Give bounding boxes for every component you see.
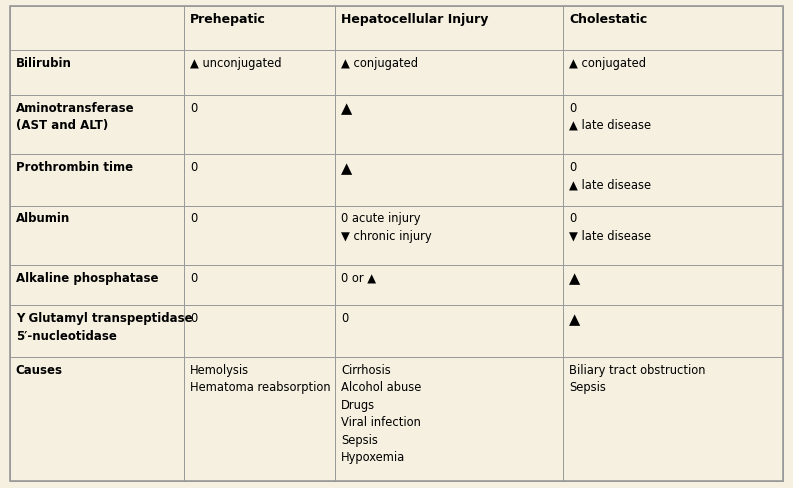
Bar bbox=[335, 96, 563, 155]
Text: 0
▲ late disease: 0 ▲ late disease bbox=[569, 161, 651, 191]
Bar bbox=[335, 51, 563, 96]
Text: 0: 0 bbox=[190, 212, 197, 225]
Bar bbox=[184, 51, 335, 96]
Bar bbox=[563, 357, 783, 481]
Text: Cirrhosis
Alcohol abuse
Drugs
Viral infection
Sepsis
Hypoxemia: Cirrhosis Alcohol abuse Drugs Viral infe… bbox=[341, 363, 421, 463]
Bar bbox=[184, 7, 335, 51]
Text: Hepatocellular Injury: Hepatocellular Injury bbox=[341, 13, 488, 26]
Text: ▲: ▲ bbox=[341, 161, 352, 175]
Bar bbox=[563, 51, 783, 96]
Bar bbox=[10, 51, 184, 96]
Text: 0: 0 bbox=[190, 311, 197, 325]
Bar bbox=[335, 305, 563, 357]
Bar bbox=[10, 265, 184, 305]
Text: 0: 0 bbox=[190, 102, 197, 114]
Bar bbox=[563, 265, 783, 305]
Bar bbox=[335, 155, 563, 206]
Text: Biliary tract obstruction
Sepsis: Biliary tract obstruction Sepsis bbox=[569, 363, 706, 393]
Bar bbox=[10, 305, 184, 357]
Text: 0 or ▲: 0 or ▲ bbox=[341, 271, 376, 284]
Bar bbox=[563, 155, 783, 206]
Bar bbox=[335, 265, 563, 305]
Bar bbox=[184, 96, 335, 155]
Bar bbox=[563, 7, 783, 51]
Text: ▲: ▲ bbox=[569, 311, 580, 326]
Text: Prothrombin time: Prothrombin time bbox=[16, 161, 133, 173]
Bar bbox=[184, 357, 335, 481]
Text: ▲ unconjugated: ▲ unconjugated bbox=[190, 57, 282, 70]
Text: ▲ conjugated: ▲ conjugated bbox=[569, 57, 646, 70]
Text: Bilirubin: Bilirubin bbox=[16, 57, 71, 70]
Bar bbox=[563, 305, 783, 357]
Bar bbox=[10, 155, 184, 206]
Bar bbox=[335, 357, 563, 481]
Text: Aminotransferase
(AST and ALT): Aminotransferase (AST and ALT) bbox=[16, 102, 135, 132]
Text: Prehepatic: Prehepatic bbox=[190, 13, 266, 26]
Bar bbox=[10, 206, 184, 265]
Text: 0: 0 bbox=[190, 161, 197, 173]
Text: 0: 0 bbox=[190, 271, 197, 284]
Bar bbox=[184, 305, 335, 357]
Bar bbox=[10, 7, 184, 51]
Text: Albumin: Albumin bbox=[16, 212, 70, 225]
Bar bbox=[10, 96, 184, 155]
Text: 0 acute injury
▼ chronic injury: 0 acute injury ▼ chronic injury bbox=[341, 212, 431, 243]
Text: Y Glutamyl transpeptidase
5′-nucleotidase: Y Glutamyl transpeptidase 5′-nucleotidas… bbox=[16, 311, 193, 342]
Bar bbox=[563, 206, 783, 265]
Bar bbox=[184, 206, 335, 265]
Bar bbox=[563, 96, 783, 155]
Text: Causes: Causes bbox=[16, 363, 63, 376]
Bar bbox=[184, 265, 335, 305]
Bar bbox=[335, 206, 563, 265]
Text: 0: 0 bbox=[341, 311, 348, 325]
Text: ▲: ▲ bbox=[341, 102, 352, 116]
Text: 0
▼ late disease: 0 ▼ late disease bbox=[569, 212, 651, 243]
Text: ▲: ▲ bbox=[569, 271, 580, 286]
Bar bbox=[184, 155, 335, 206]
Text: Cholestatic: Cholestatic bbox=[569, 13, 648, 26]
Text: Hemolysis
Hematoma reabsorption: Hemolysis Hematoma reabsorption bbox=[190, 363, 331, 393]
Bar bbox=[10, 357, 184, 481]
Text: ▲ conjugated: ▲ conjugated bbox=[341, 57, 418, 70]
Text: Alkaline phosphatase: Alkaline phosphatase bbox=[16, 271, 159, 284]
Bar bbox=[335, 7, 563, 51]
Text: 0
▲ late disease: 0 ▲ late disease bbox=[569, 102, 651, 132]
